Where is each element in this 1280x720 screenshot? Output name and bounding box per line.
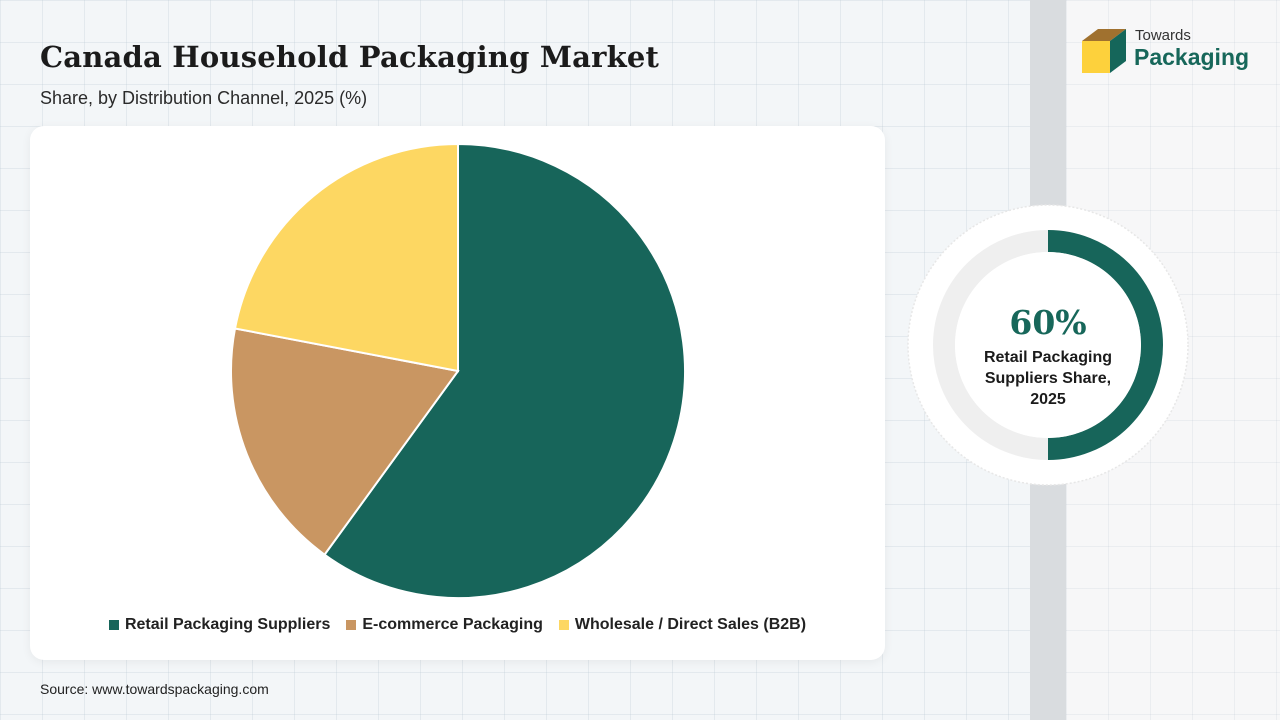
logo-text-packaging: Packaging <box>1134 44 1250 70</box>
share-label: Retail Packaging Suppliers Share, 2025 <box>983 349 1113 408</box>
donut-center <box>955 252 1141 438</box>
chart-subtitle: Share, by Distribution Channel, 2025 (%) <box>40 88 368 108</box>
pie-slice-ecommerce <box>230 327 460 557</box>
share-percentage: 60% <box>1009 303 1087 342</box>
legend-label-wholesale: Wholesale / Direct Sales (B2B) <box>574 616 807 633</box>
legend-label-ecommerce: E-commerce Packaging <box>362 616 543 633</box>
chart-card: Retail Packaging Suppliers E-commerce Pa… <box>30 126 885 660</box>
legend-item-wholesale: Wholesale / Direct Sales (B2B) <box>558 616 807 634</box>
legend-item-ecommerce: E-commerce Packaging <box>346 616 543 634</box>
source-note: Source: www.towardspackaging.com <box>40 681 269 697</box>
logo-text-towards: Towards <box>1135 27 1191 44</box>
pie-chart <box>230 142 686 599</box>
pie-slice-retail <box>323 142 686 599</box>
chart-title: Canada Household Packaging Market <box>40 40 660 74</box>
legend-swatch-wholesale <box>558 620 569 630</box>
pie-slice-wholesale <box>233 142 459 373</box>
legend-label-retail: Retail Packaging Suppliers <box>124 616 331 633</box>
legend-item-retail: Retail Packaging Suppliers <box>108 616 331 634</box>
share-donut: 60% Retail Packaging Suppliers Share, 20… <box>906 203 1190 487</box>
legend-swatch-retail <box>108 620 119 630</box>
legend-swatch-ecommerce <box>346 620 357 630</box>
share-donut-chart <box>907 204 1189 486</box>
chart-legend: Retail Packaging Suppliers E-commerce Pa… <box>30 616 885 634</box>
donut-value-arc <box>1047 230 1163 460</box>
box-icon <box>1082 29 1126 73</box>
